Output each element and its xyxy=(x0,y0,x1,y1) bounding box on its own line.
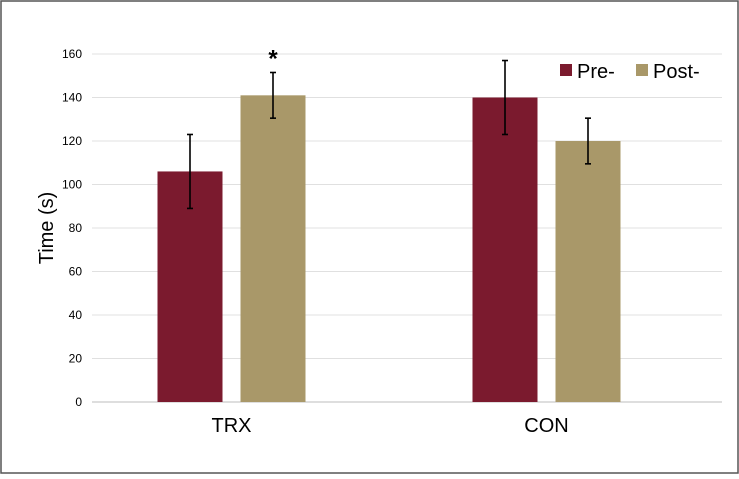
y-tick-label: 0 xyxy=(75,395,82,409)
y-tick-label: 140 xyxy=(62,91,82,105)
legend-swatch xyxy=(560,64,572,76)
y-tick-label: 20 xyxy=(69,352,83,366)
legend-swatch xyxy=(636,64,648,76)
bar xyxy=(240,95,306,402)
bars xyxy=(157,95,621,402)
legend-label: Post- xyxy=(653,61,700,83)
legend-label: Pre- xyxy=(577,61,615,83)
y-tick-label: 80 xyxy=(69,221,83,235)
x-tick-labels: TRX CON xyxy=(212,415,569,437)
y-tick-label: 100 xyxy=(62,178,82,192)
bar xyxy=(472,97,538,402)
annotations: * xyxy=(268,45,278,72)
y-tick-label: 160 xyxy=(62,47,82,61)
error-bars xyxy=(187,59,591,210)
significance-marker: * xyxy=(268,45,278,72)
bar xyxy=(555,141,621,402)
y-tick-labels: 0 20 40 60 80 100 120 140 160 xyxy=(62,47,82,409)
y-tick-label: 120 xyxy=(62,134,82,148)
bar xyxy=(157,171,223,402)
y-tick-label: 40 xyxy=(69,308,83,322)
x-tick-label: TRX xyxy=(212,415,252,437)
y-tick-label: 60 xyxy=(69,265,83,279)
y-axis-label: Time (s) xyxy=(36,192,58,265)
x-tick-label: CON xyxy=(524,415,568,437)
legend: Pre- Post- xyxy=(560,61,700,83)
